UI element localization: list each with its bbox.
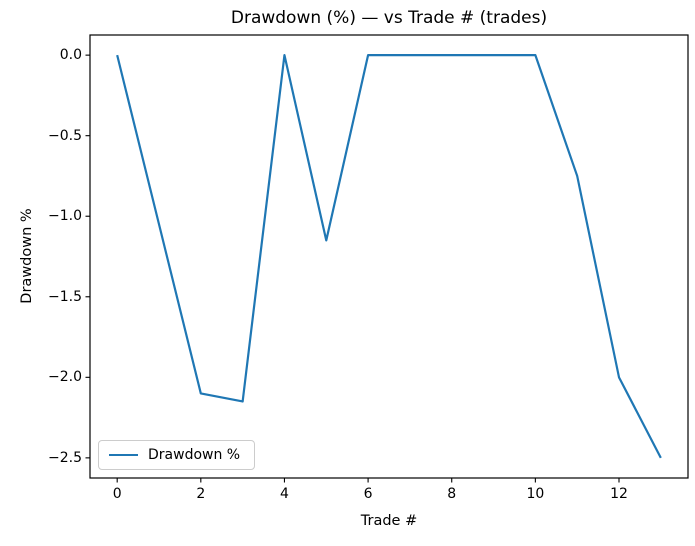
x-tick-label: 4: [279, 486, 289, 502]
x-tick-label: 6: [363, 486, 373, 502]
y-tick-label: −2.5: [48, 449, 82, 466]
plot-area: [89, 34, 689, 479]
y-tick-label: −1.5: [48, 288, 82, 305]
legend-label: Drawdown %: [148, 447, 241, 463]
y-tick-label: −0.5: [48, 127, 82, 144]
x-axis-label: Trade #: [360, 513, 418, 529]
y-tick-label: −2.0: [48, 369, 82, 386]
x-tick-label: 10: [526, 486, 545, 502]
legend: Drawdown %: [98, 440, 256, 470]
chart-title: Drawdown (%) — vs Trade # (trades): [230, 8, 548, 28]
x-tick-label: 0: [112, 486, 122, 502]
x-tick-label: 12: [610, 486, 628, 502]
x-tick-label: 2: [196, 486, 206, 502]
y-tick-label: 0.0: [59, 47, 82, 64]
y-tick-label: −1.0: [48, 208, 82, 225]
x-tick-label: 8: [447, 486, 457, 502]
y-axis-label: Drawdown %: [19, 208, 35, 304]
drawdown-line: [116, 54, 662, 459]
legend-line-sample-icon: [109, 454, 138, 456]
